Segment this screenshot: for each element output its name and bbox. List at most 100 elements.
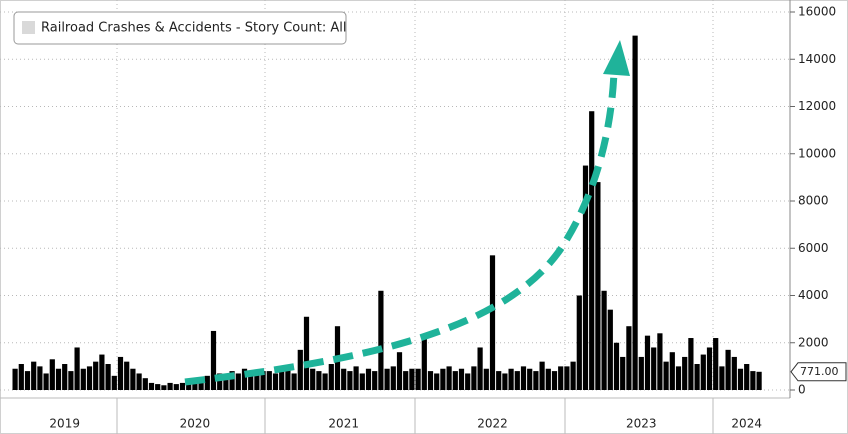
- bar: [241, 368, 248, 390]
- x-tick-label: 2019: [49, 417, 80, 431]
- bar: [248, 374, 254, 390]
- bar: [458, 368, 465, 390]
- bar: [99, 354, 105, 390]
- legend-label: Railroad Crashes & Accidents - Story Cou…: [41, 21, 346, 36]
- bar: [700, 354, 706, 390]
- bar: [186, 381, 192, 390]
- x-tick-label: 2024: [731, 417, 762, 431]
- bar: [434, 373, 440, 390]
- bar: [18, 364, 24, 390]
- bar: [477, 347, 483, 390]
- bar: [682, 356, 688, 390]
- bar: [570, 361, 576, 390]
- bar: [620, 356, 626, 390]
- bar: [576, 295, 582, 390]
- bar: [74, 347, 80, 390]
- bar: [694, 364, 700, 390]
- y-tick-label: 6000: [798, 241, 829, 255]
- bar: [111, 375, 117, 390]
- bar: [744, 364, 750, 390]
- bar: [303, 316, 310, 390]
- bar: [651, 347, 657, 390]
- bar: [638, 356, 644, 390]
- bars: [0, 11, 790, 391]
- bar: [365, 368, 372, 390]
- bar: [440, 368, 446, 390]
- bar: [43, 373, 49, 390]
- bar: [130, 368, 136, 390]
- bar: [725, 349, 731, 390]
- bar: [427, 371, 434, 390]
- bar: [601, 290, 607, 390]
- bar: [148, 382, 155, 390]
- bar: [229, 371, 235, 390]
- bar: [527, 368, 533, 390]
- bar: [632, 35, 638, 390]
- bar: [737, 368, 744, 390]
- y-tick-label: 16000: [798, 5, 836, 19]
- bar: [266, 371, 272, 390]
- bar: [644, 335, 651, 390]
- bar: [396, 352, 403, 390]
- legend-box: [13, 11, 347, 45]
- y-tick-label: 10000: [798, 146, 836, 160]
- bar: [489, 255, 496, 390]
- bar: [310, 368, 316, 390]
- bar: [384, 368, 390, 390]
- bar: [254, 372, 260, 390]
- bar: [508, 368, 514, 390]
- bar: [564, 366, 570, 390]
- bar: [626, 326, 632, 390]
- bar: [272, 373, 279, 390]
- trend-arrowhead: [603, 40, 630, 76]
- bar: [378, 290, 384, 390]
- bar: [347, 371, 353, 390]
- y-tick-label: 14000: [798, 52, 836, 66]
- bar: [204, 375, 210, 390]
- bar: [688, 338, 694, 390]
- bar: [719, 366, 725, 390]
- y-tick-label: 0: [798, 383, 806, 397]
- bar: [260, 371, 266, 390]
- bar: [210, 330, 217, 390]
- bar: [161, 385, 167, 390]
- y-tick-label: 8000: [798, 194, 829, 208]
- bar: [372, 371, 378, 390]
- bar: [291, 373, 297, 390]
- bar: [669, 352, 675, 390]
- last-value-callout: [790, 362, 847, 382]
- bar: [756, 371, 762, 390]
- bar: [551, 371, 558, 390]
- x-tick-label: 2020: [180, 417, 211, 431]
- y-tick-label: 12000: [798, 99, 836, 113]
- bar: [607, 309, 613, 390]
- bar: [167, 382, 173, 390]
- bar: [12, 368, 18, 390]
- bar: [421, 335, 427, 390]
- y-tick-label: 2000: [798, 335, 829, 349]
- bar: [558, 366, 564, 390]
- bar: [62, 364, 68, 390]
- bar: [55, 368, 62, 390]
- bar: [713, 338, 719, 390]
- bar: [520, 366, 527, 390]
- bar: [117, 356, 124, 390]
- bar: [731, 356, 737, 390]
- bar: [68, 371, 74, 390]
- bar: [223, 375, 229, 390]
- bar: [415, 368, 421, 390]
- bar: [179, 382, 186, 390]
- bar: [675, 366, 682, 390]
- bar: [589, 111, 595, 390]
- bar: [613, 342, 620, 390]
- bar: [136, 373, 142, 390]
- year-separators: [116, 398, 714, 434]
- bar: [341, 368, 347, 390]
- x-tick-label: 2021: [328, 417, 359, 431]
- bar: [235, 373, 241, 390]
- bar: [496, 371, 502, 390]
- bar: [446, 366, 452, 390]
- bar: [514, 371, 520, 390]
- bar: [105, 364, 111, 390]
